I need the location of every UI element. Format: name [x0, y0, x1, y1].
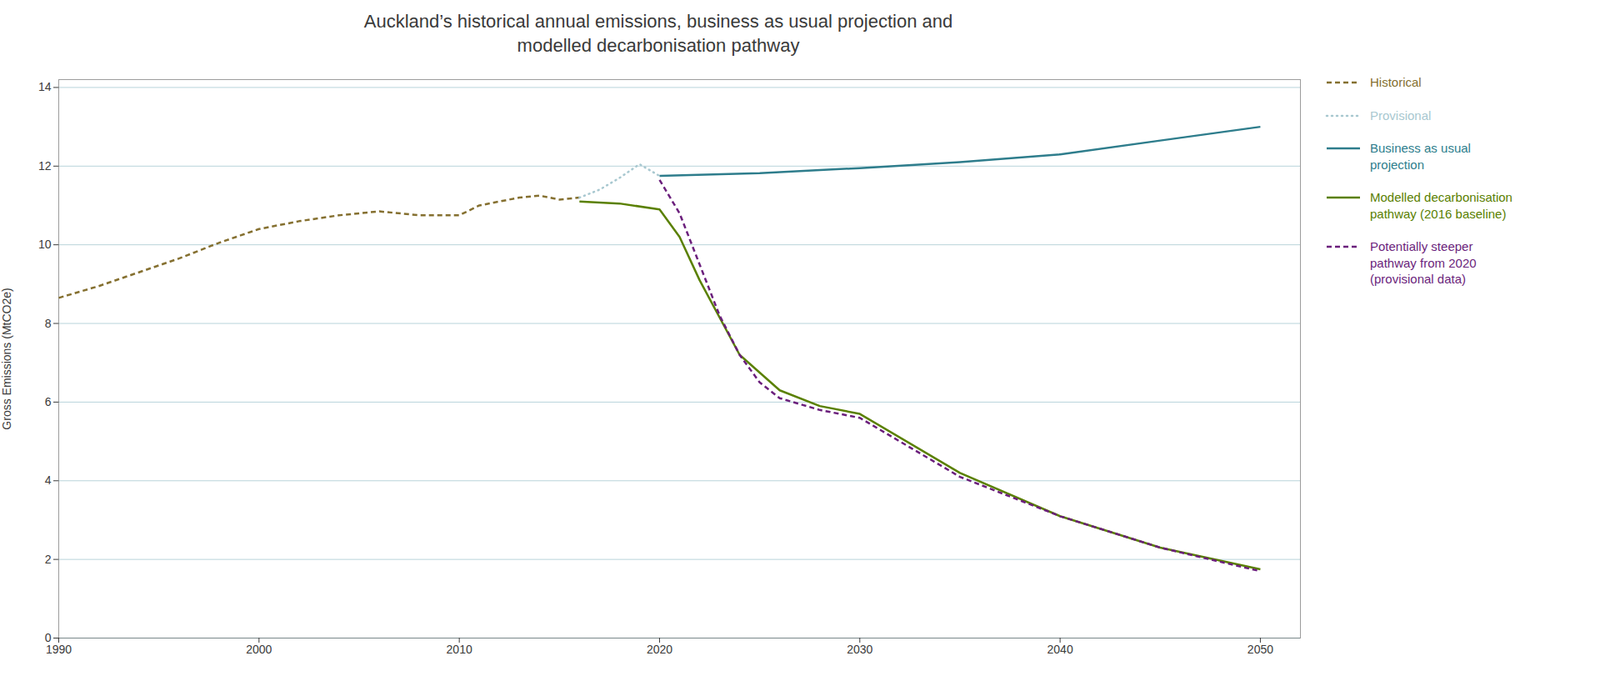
svg-text:14: 14 [38, 80, 52, 95]
svg-text:1990: 1990 [45, 643, 72, 657]
html-text:Provisional: Provisional [1370, 108, 1432, 123]
html-text:Potentially steeper pathway fr: Potentially steeper pathway from 2020 (p… [1370, 239, 1477, 286]
html-text:Modelled decarbonisation pathw: Modelled decarbonisation pathway (2016 b… [1370, 190, 1513, 221]
html-text:Historical: Historical [1370, 75, 1422, 90]
svg-text:2050: 2050 [1247, 643, 1274, 657]
svg-text:Gross Emissions (MtCO2e): Gross Emissions (MtCO2e) [0, 288, 14, 430]
svg-text:2040: 2040 [1047, 643, 1074, 657]
svg-text:2020: 2020 [646, 643, 673, 657]
svg-text:2010: 2010 [446, 643, 473, 657]
html-text:Business as usual projection: Business as usual projection [1370, 141, 1471, 172]
svg-text:8: 8 [45, 316, 52, 330]
svg-text:2: 2 [45, 552, 52, 566]
html-text:Auckland’s historical annual e: Auckland’s historical annual emissions, … [364, 10, 953, 56]
svg-text:2030: 2030 [846, 643, 873, 657]
svg-text:2000: 2000 [245, 643, 272, 657]
svg-text:0: 0 [45, 630, 52, 645]
svg-text:12: 12 [38, 159, 52, 173]
svg-text:4: 4 [45, 473, 52, 487]
svg-text:10: 10 [38, 237, 52, 251]
svg-text:6: 6 [45, 395, 52, 409]
